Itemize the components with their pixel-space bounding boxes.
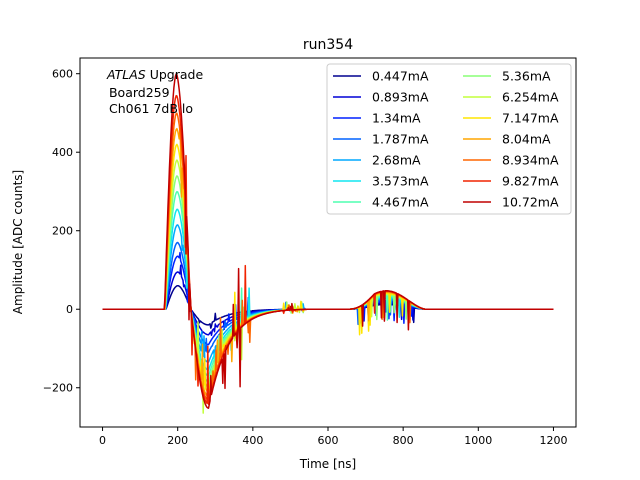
legend-entry-label: 9.827mA: [502, 174, 559, 189]
legend: 0.447mA 0.893mA 1.34mA 1.787mA 2.68mA 3.573mA…: [326, 63, 572, 215]
legend-entry-label: 0.447mA: [372, 69, 429, 84]
x-tick-label: 400: [242, 434, 263, 447]
x-axis: 0 200 400 600 800 1000 1200: [99, 427, 567, 447]
chart-title: run354: [303, 37, 353, 53]
x-axis-label: Time [ns]: [299, 457, 356, 471]
x-tick-label: 1000: [464, 434, 492, 447]
series-line-10.72mA: [102, 73, 554, 409]
series-layer: [102, 73, 554, 414]
legend-entry-label: 5.36mA: [502, 69, 551, 84]
x-tick-label: 800: [393, 434, 414, 447]
legend-entry-label: 3.573mA: [372, 174, 429, 189]
legend-entry-label: 1.34mA: [372, 111, 421, 126]
annotation-atlas: ATLAS: [106, 67, 146, 82]
legend-entry-label: 4.467mA: [372, 195, 429, 210]
legend-frame: [326, 63, 572, 215]
y-axis-label: Amplitude [ADC counts]: [11, 170, 25, 314]
atlas-annotation: ATLAS Upgrade Board259 Ch061 7dB lo: [105, 67, 203, 116]
y-tick-label: 600: [52, 68, 73, 81]
y-axis: −200 0 200 400 600: [43, 68, 80, 395]
legend-entry-label: 10.72mA: [502, 195, 559, 210]
x-tick-label: 1200: [539, 434, 567, 447]
legend-entry-label: 8.934mA: [502, 153, 559, 168]
legend-entry-label: 7.147mA: [502, 111, 559, 126]
legend-entry-label: 6.254mA: [502, 90, 559, 105]
y-tick-label: 200: [52, 225, 73, 238]
y-tick-label: −200: [43, 382, 73, 395]
legend-entry-label: 0.893mA: [372, 90, 429, 105]
y-tick-label: 400: [52, 146, 73, 159]
legend-entry-label: 8.04mA: [502, 132, 551, 147]
x-tick-label: 200: [167, 434, 188, 447]
y-tick-label: 0: [66, 303, 73, 316]
annotation-line-1: ATLAS Upgrade: [106, 67, 203, 82]
annotation-upgrade: Upgrade: [146, 67, 204, 82]
legend-entry-label: 2.68mA: [372, 153, 421, 168]
x-tick-label: 600: [318, 434, 339, 447]
annotation-line-2: Board259: [105, 85, 170, 100]
x-tick-label: 0: [99, 434, 106, 447]
annotation-line-3: Ch061 7dB lo: [105, 101, 193, 116]
legend-entry-label: 1.787mA: [372, 132, 429, 147]
